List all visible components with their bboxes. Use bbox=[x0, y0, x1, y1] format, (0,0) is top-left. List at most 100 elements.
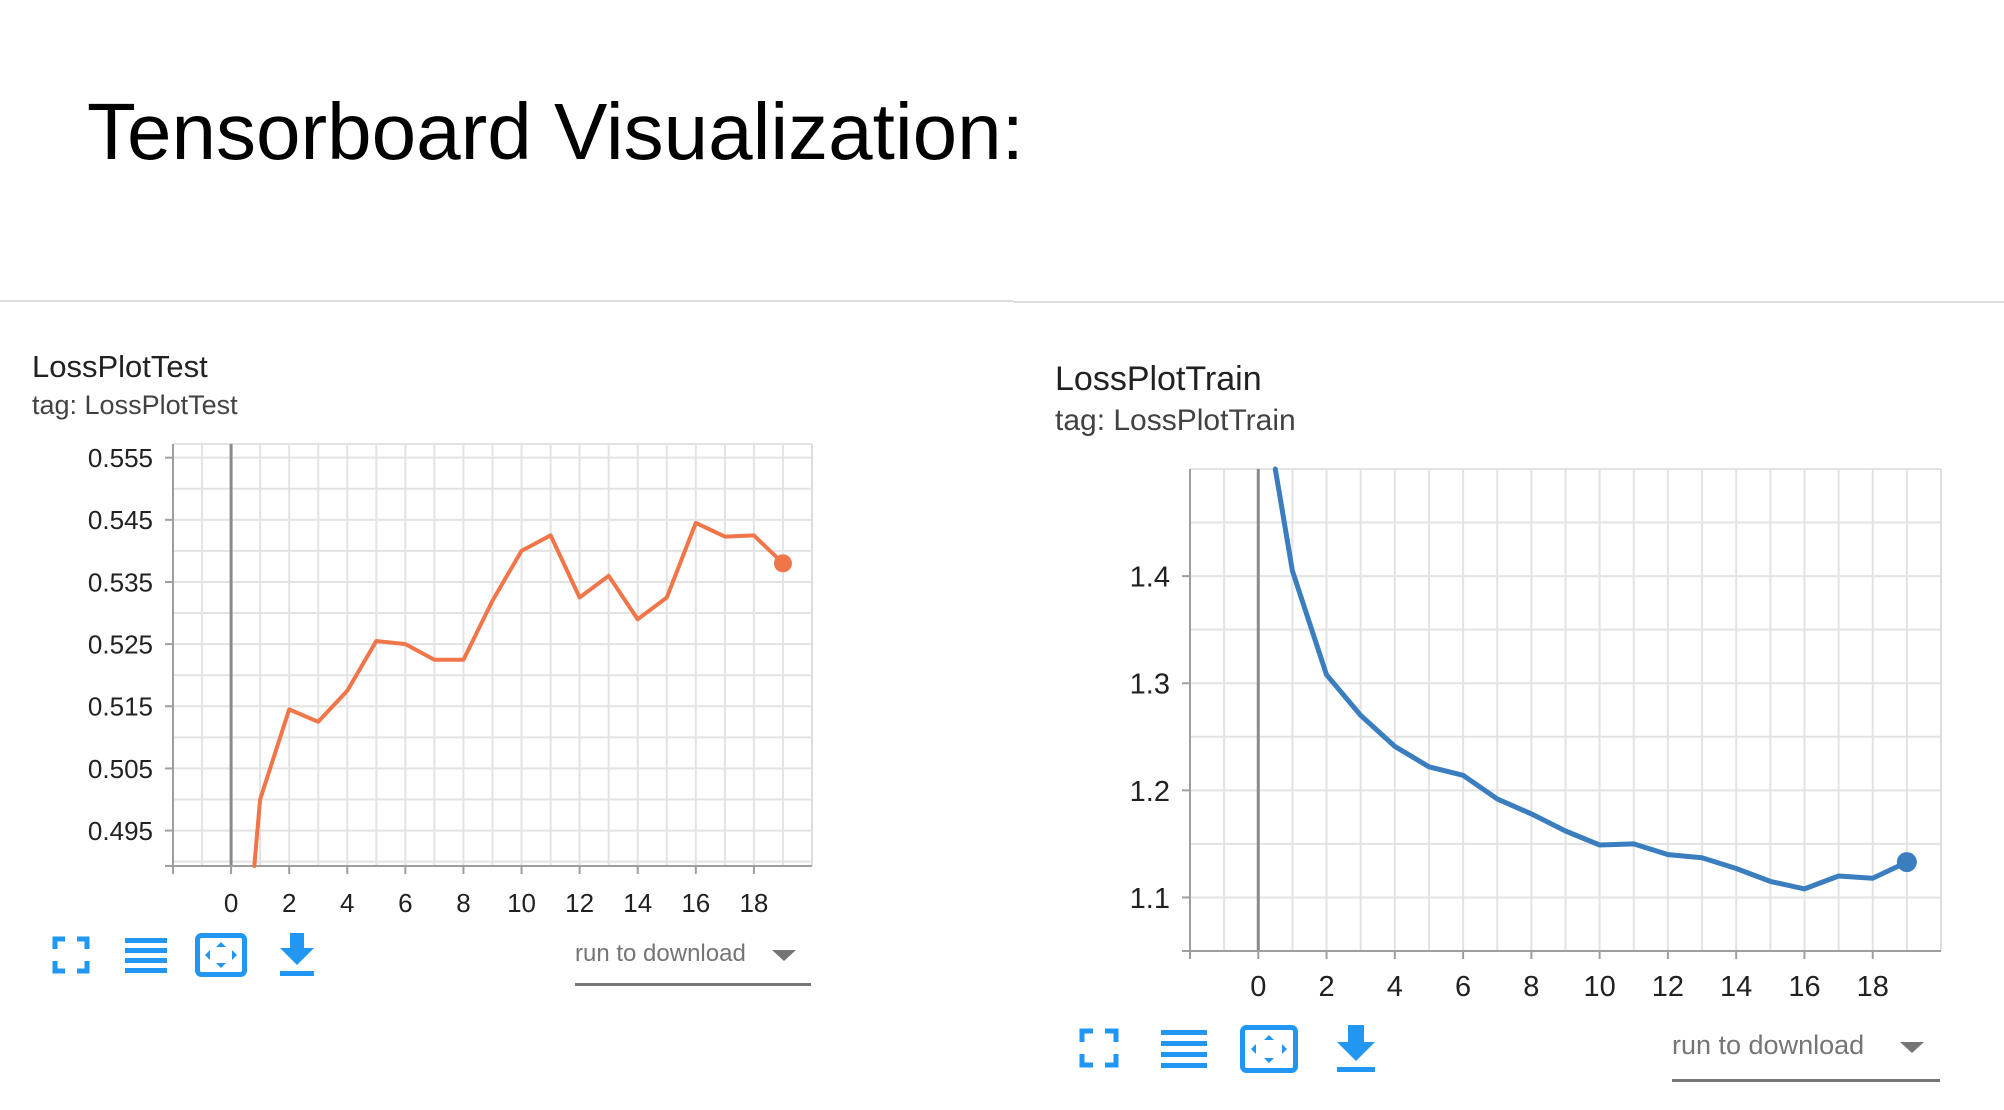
y-tick-label: 0.505 bbox=[88, 754, 153, 784]
page-title: Tensorboard Visualization: bbox=[87, 87, 1024, 176]
download-button[interactable] bbox=[1334, 1022, 1378, 1074]
data-point bbox=[1801, 886, 1807, 892]
data-point bbox=[257, 796, 263, 802]
data-point bbox=[251, 863, 257, 869]
series-line bbox=[252, 520, 785, 868]
card-loss-plot-train: LossPlotTrain tag: LossPlotTrain 1.4 1.3 1… bbox=[1002, 0, 2004, 1110]
data-point bbox=[490, 598, 496, 604]
data-point bbox=[1563, 828, 1569, 834]
dropdown-label: run to download bbox=[575, 940, 746, 967]
download-icon bbox=[280, 933, 314, 976]
y-tick-label: 1.3 bbox=[1130, 669, 1170, 701]
card-loss-plot-test: LossPlotTest tag: LossPlotTest 0.555 0.54… bbox=[0, 0, 1002, 1110]
data-point bbox=[344, 688, 350, 694]
data-point bbox=[751, 532, 757, 538]
card-title: LossPlotTrain bbox=[1055, 360, 1262, 398]
loss-plot-test-chart[interactable]: 0.555 0.545 0.535 0.525 0.515 0.505 0.495 0 2 4 6 8… bbox=[0, 0, 1002, 1110]
fit-domain-icon bbox=[195, 933, 247, 977]
data-table-icon bbox=[125, 938, 167, 973]
x-tick-label: 14 bbox=[623, 888, 652, 918]
y-tick-label: 1.4 bbox=[1130, 562, 1170, 594]
data-point bbox=[635, 616, 641, 622]
x-tick-label: 4 bbox=[340, 888, 354, 918]
x-tick-label: 0 bbox=[224, 888, 238, 918]
dropdown-label: run to download bbox=[1672, 1030, 1865, 1060]
data-point bbox=[606, 573, 612, 579]
fullscreen-button[interactable] bbox=[1078, 1027, 1120, 1069]
data-point bbox=[519, 548, 525, 554]
y-tick-label: 0.535 bbox=[88, 567, 153, 597]
fit-domain-button[interactable] bbox=[194, 932, 248, 978]
chevron-down-icon bbox=[772, 950, 796, 961]
data-point bbox=[1665, 852, 1671, 858]
fullscreen-button[interactable] bbox=[50, 934, 92, 976]
data-point bbox=[693, 520, 699, 526]
x-tick-label: 16 bbox=[1788, 971, 1820, 1003]
data-point bbox=[664, 595, 670, 601]
data-point bbox=[1392, 743, 1398, 749]
fullscreen-icon bbox=[1079, 1028, 1119, 1068]
x-tick-label: 12 bbox=[565, 888, 594, 918]
data-point bbox=[402, 641, 408, 647]
series-line bbox=[1272, 466, 1910, 892]
fit-domain-button[interactable] bbox=[1239, 1024, 1299, 1074]
data-point bbox=[373, 638, 379, 644]
data-point bbox=[1494, 796, 1500, 802]
loss-plot-train-chart[interactable]: 1.4 1.3 1.2 1.1 0 2 4 6 8 10 12 14 16 18 bbox=[1002, 0, 2004, 1110]
y-tick-label: 1.2 bbox=[1130, 776, 1170, 808]
data-table-button[interactable] bbox=[123, 934, 169, 976]
data-point bbox=[1631, 841, 1637, 847]
run-to-download-dropdown[interactable]: run to download bbox=[1672, 1030, 1940, 1084]
download-button[interactable] bbox=[277, 930, 317, 978]
card-tag: tag: LossPlotTrain bbox=[1055, 404, 1296, 437]
data-table-icon bbox=[1161, 1030, 1207, 1068]
x-tick-label: 14 bbox=[1720, 971, 1752, 1003]
divider-right bbox=[1013, 301, 2004, 303]
data-table-button[interactable] bbox=[1159, 1027, 1209, 1071]
data-point bbox=[1597, 842, 1603, 848]
dropdown-underline bbox=[575, 983, 811, 986]
x-tick-label: 8 bbox=[1523, 971, 1539, 1003]
data-point bbox=[722, 534, 728, 540]
y-tick-label: 0.515 bbox=[88, 692, 153, 722]
data-point bbox=[1699, 855, 1705, 861]
x-tick-label: 2 bbox=[1318, 971, 1334, 1003]
data-point bbox=[315, 719, 321, 725]
fit-domain-icon bbox=[1240, 1025, 1298, 1073]
y-tick-label: 0.555 bbox=[88, 443, 153, 473]
x-tick-label: 4 bbox=[1387, 971, 1403, 1003]
chevron-down-icon bbox=[1900, 1042, 1924, 1053]
data-point bbox=[460, 657, 466, 663]
data-point bbox=[1460, 772, 1466, 778]
data-point bbox=[1767, 878, 1773, 884]
data-point bbox=[1836, 873, 1842, 879]
divider-left bbox=[0, 300, 1013, 302]
data-point bbox=[1324, 672, 1330, 678]
data-point bbox=[1733, 866, 1739, 872]
data-point bbox=[431, 657, 437, 663]
x-tick-label: 6 bbox=[1455, 971, 1471, 1003]
fullscreen-icon bbox=[52, 936, 90, 974]
data-point bbox=[548, 532, 554, 538]
last-point-marker bbox=[773, 554, 792, 573]
dropdown-underline bbox=[1672, 1079, 1940, 1082]
x-tick-label: 10 bbox=[507, 888, 536, 918]
data-point bbox=[1289, 568, 1295, 574]
data-point bbox=[1272, 466, 1278, 472]
x-tick-label: 16 bbox=[681, 888, 710, 918]
data-point bbox=[1426, 764, 1432, 770]
run-to-download-dropdown[interactable]: run to download bbox=[575, 940, 811, 988]
card-tag: tag: LossPlotTest bbox=[32, 390, 238, 420]
y-tick-label: 1.1 bbox=[1130, 883, 1170, 915]
y-tick-label: 0.525 bbox=[88, 629, 153, 659]
data-point bbox=[1528, 811, 1534, 817]
y-tick-label: 0.495 bbox=[88, 816, 153, 846]
x-tick-label: 18 bbox=[1857, 971, 1889, 1003]
data-point bbox=[286, 706, 292, 712]
x-tick-label: 8 bbox=[456, 888, 470, 918]
data-point bbox=[1870, 875, 1876, 881]
x-tick-label: 6 bbox=[398, 888, 412, 918]
x-tick-label: 2 bbox=[282, 888, 296, 918]
y-tick-label: 0.545 bbox=[88, 505, 153, 535]
x-tick-label: 18 bbox=[739, 888, 768, 918]
